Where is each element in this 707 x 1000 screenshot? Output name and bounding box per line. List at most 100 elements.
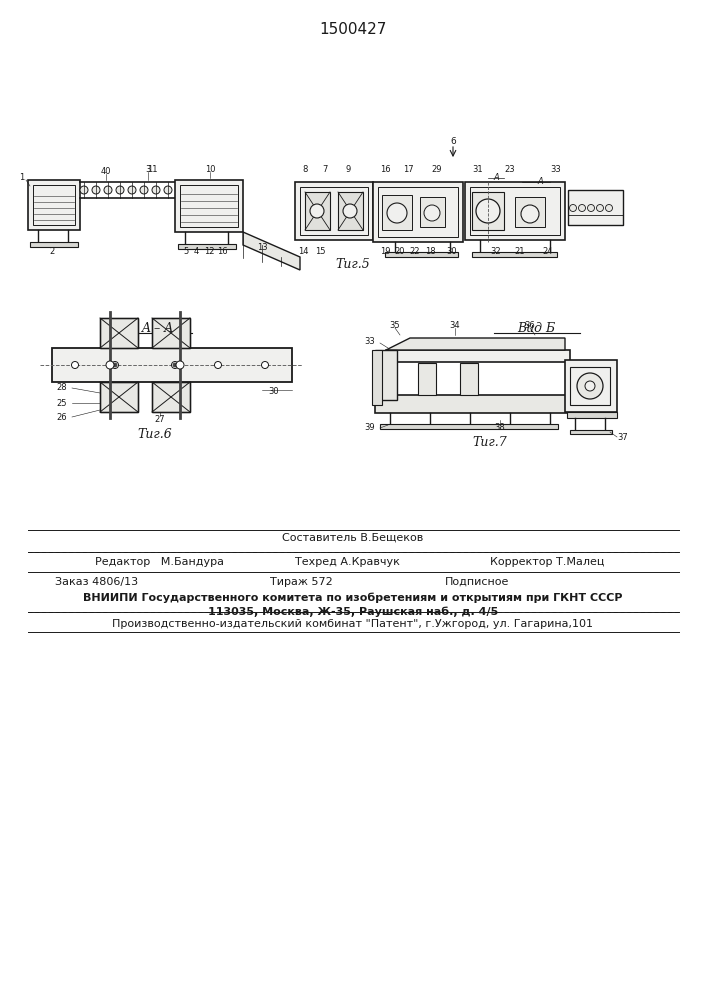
Circle shape [128,186,136,194]
Text: 14: 14 [298,247,308,256]
Bar [567,412,617,418]
Text: 18: 18 [425,247,436,256]
Text: Подписное: Подписное [445,577,509,587]
Text: Составитель В.Бещеков: Составитель В.Бещеков [282,533,423,543]
Bar [565,360,617,412]
Bar [373,182,463,242]
Text: 113035, Москва, Ж-35, Раушская наб., д. 4/5: 113035, Москва, Ж-35, Раушская наб., д. … [208,607,498,617]
Text: 8: 8 [303,165,308,174]
Circle shape [176,361,184,369]
Text: Редактор   М.Бандура: Редактор М.Бандура [95,557,224,567]
Text: 6: 6 [450,137,456,146]
Text: 28: 28 [57,383,67,392]
Text: Вид Б: Вид Б [517,322,555,334]
Bar [382,195,412,230]
Text: 29: 29 [432,165,443,174]
Circle shape [140,186,148,194]
Bar [568,190,623,225]
Bar [338,192,363,230]
Text: 13: 13 [257,243,267,252]
Text: 16: 16 [380,165,390,174]
Circle shape [173,363,177,367]
Text: 37: 37 [618,434,629,442]
Circle shape [92,186,100,194]
Text: 5: 5 [183,247,189,256]
Text: 31: 31 [473,165,484,174]
Text: 40: 40 [101,167,111,176]
Text: 34: 34 [450,320,460,330]
Circle shape [104,186,112,194]
Text: 23: 23 [505,165,515,174]
Bar [375,350,397,400]
Text: 25: 25 [57,398,67,408]
Bar [100,318,138,348]
Text: Τиг.5: Τиг.5 [336,258,370,271]
Text: 16: 16 [216,247,228,256]
Text: 32: 32 [491,247,501,256]
Bar [180,185,238,227]
Circle shape [152,186,160,194]
Bar [30,242,78,247]
Polygon shape [386,338,565,350]
Bar [295,182,373,240]
Bar [375,395,595,413]
Text: 10: 10 [205,165,215,174]
Circle shape [343,204,357,218]
Text: 7: 7 [322,165,327,174]
Bar [152,318,190,348]
Text: 1: 1 [19,174,25,182]
Bar [52,348,292,382]
Circle shape [570,205,576,212]
Text: 35: 35 [390,320,400,330]
Bar [152,382,190,412]
Text: 2: 2 [49,247,54,256]
Bar [515,197,545,227]
Bar [470,187,560,235]
Bar [570,367,610,405]
Text: A: A [537,178,543,186]
Circle shape [116,186,124,194]
Bar [385,252,458,257]
Circle shape [106,361,114,369]
Circle shape [172,361,178,368]
Bar [33,185,75,225]
Text: 9: 9 [346,165,351,174]
Text: 15: 15 [315,247,325,256]
Text: 24: 24 [543,247,554,256]
Circle shape [597,205,604,212]
Circle shape [585,381,595,391]
Text: A – A: A – A [142,322,174,334]
Text: 27: 27 [155,416,165,424]
Text: ВНИИПИ Государственного комитета по изобретениям и открытиям при ГКНТ СССР: ВНИИПИ Государственного комитета по изоб… [83,593,623,603]
Text: 1500427: 1500427 [320,22,387,37]
Bar [472,252,557,257]
Polygon shape [380,350,570,395]
Text: Заказ 4806/13: Заказ 4806/13 [55,577,138,587]
Text: Τиг.6: Τиг.6 [138,428,173,440]
Bar [100,318,138,348]
Text: 36: 36 [525,320,535,330]
Bar [378,187,458,237]
Text: 11: 11 [147,165,157,174]
Text: A: A [493,174,499,182]
Bar [418,363,436,395]
Circle shape [577,373,603,399]
Circle shape [578,205,585,212]
Circle shape [262,361,269,368]
Circle shape [214,361,221,368]
Bar [465,182,565,240]
Text: 33: 33 [551,165,561,174]
Bar [380,424,558,429]
Text: 17: 17 [403,165,414,174]
Bar [300,187,368,235]
Text: 20: 20 [395,247,405,256]
Text: Производственно-издательский комбинат "Патент", г.Ужгород, ул. Гагарина,101: Производственно-издательский комбинат "П… [112,619,593,629]
Text: 12: 12 [204,247,214,256]
Bar [152,318,190,348]
Text: 21: 21 [515,247,525,256]
Circle shape [71,361,78,368]
Bar [472,192,504,230]
Text: 4: 4 [194,247,199,256]
Circle shape [424,205,440,221]
Bar [305,192,330,230]
